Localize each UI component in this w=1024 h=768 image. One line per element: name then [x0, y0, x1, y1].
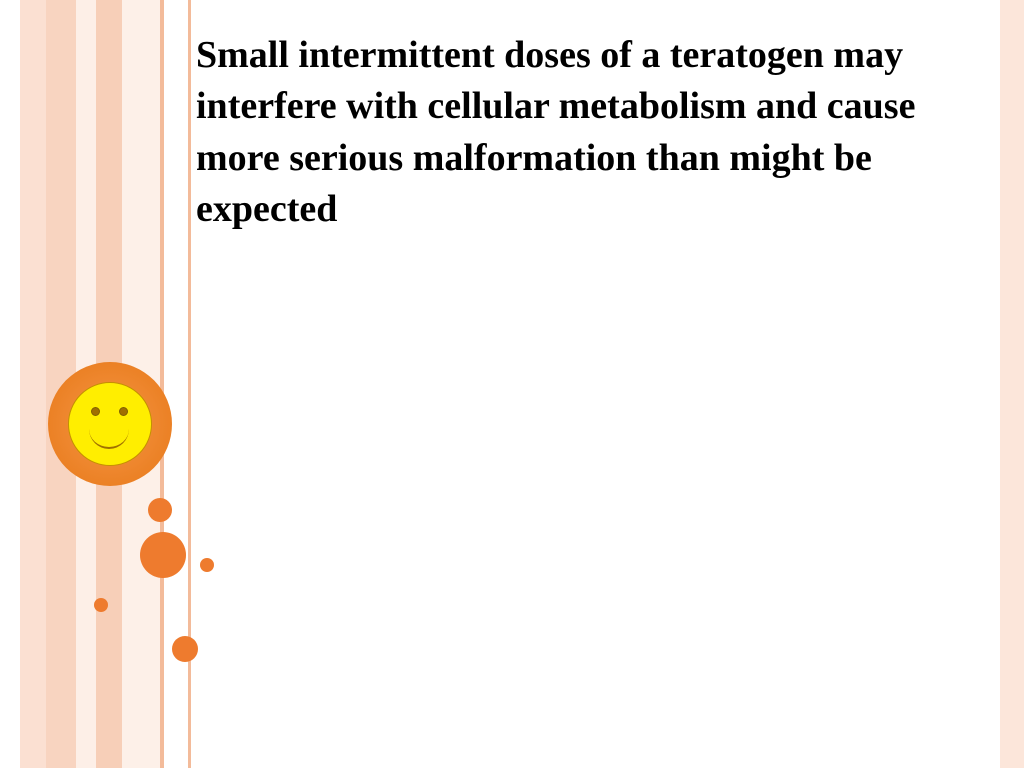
- bg-stripe: [1000, 0, 1024, 768]
- decorative-dot: [200, 558, 214, 572]
- slide-body-text: Small intermittent doses of a teratogen …: [196, 30, 956, 235]
- decorative-dot: [172, 636, 198, 662]
- smiley-eye-right: [119, 407, 128, 416]
- smiley-face-icon: [68, 382, 152, 466]
- smiley-mouth: [89, 429, 129, 449]
- decorative-dot: [94, 598, 108, 612]
- smiley-eye-left: [91, 407, 100, 416]
- bg-stripe: [20, 0, 46, 768]
- decorative-dot: [140, 532, 186, 578]
- bg-stripe: [160, 0, 164, 768]
- decorative-dot: [148, 498, 172, 522]
